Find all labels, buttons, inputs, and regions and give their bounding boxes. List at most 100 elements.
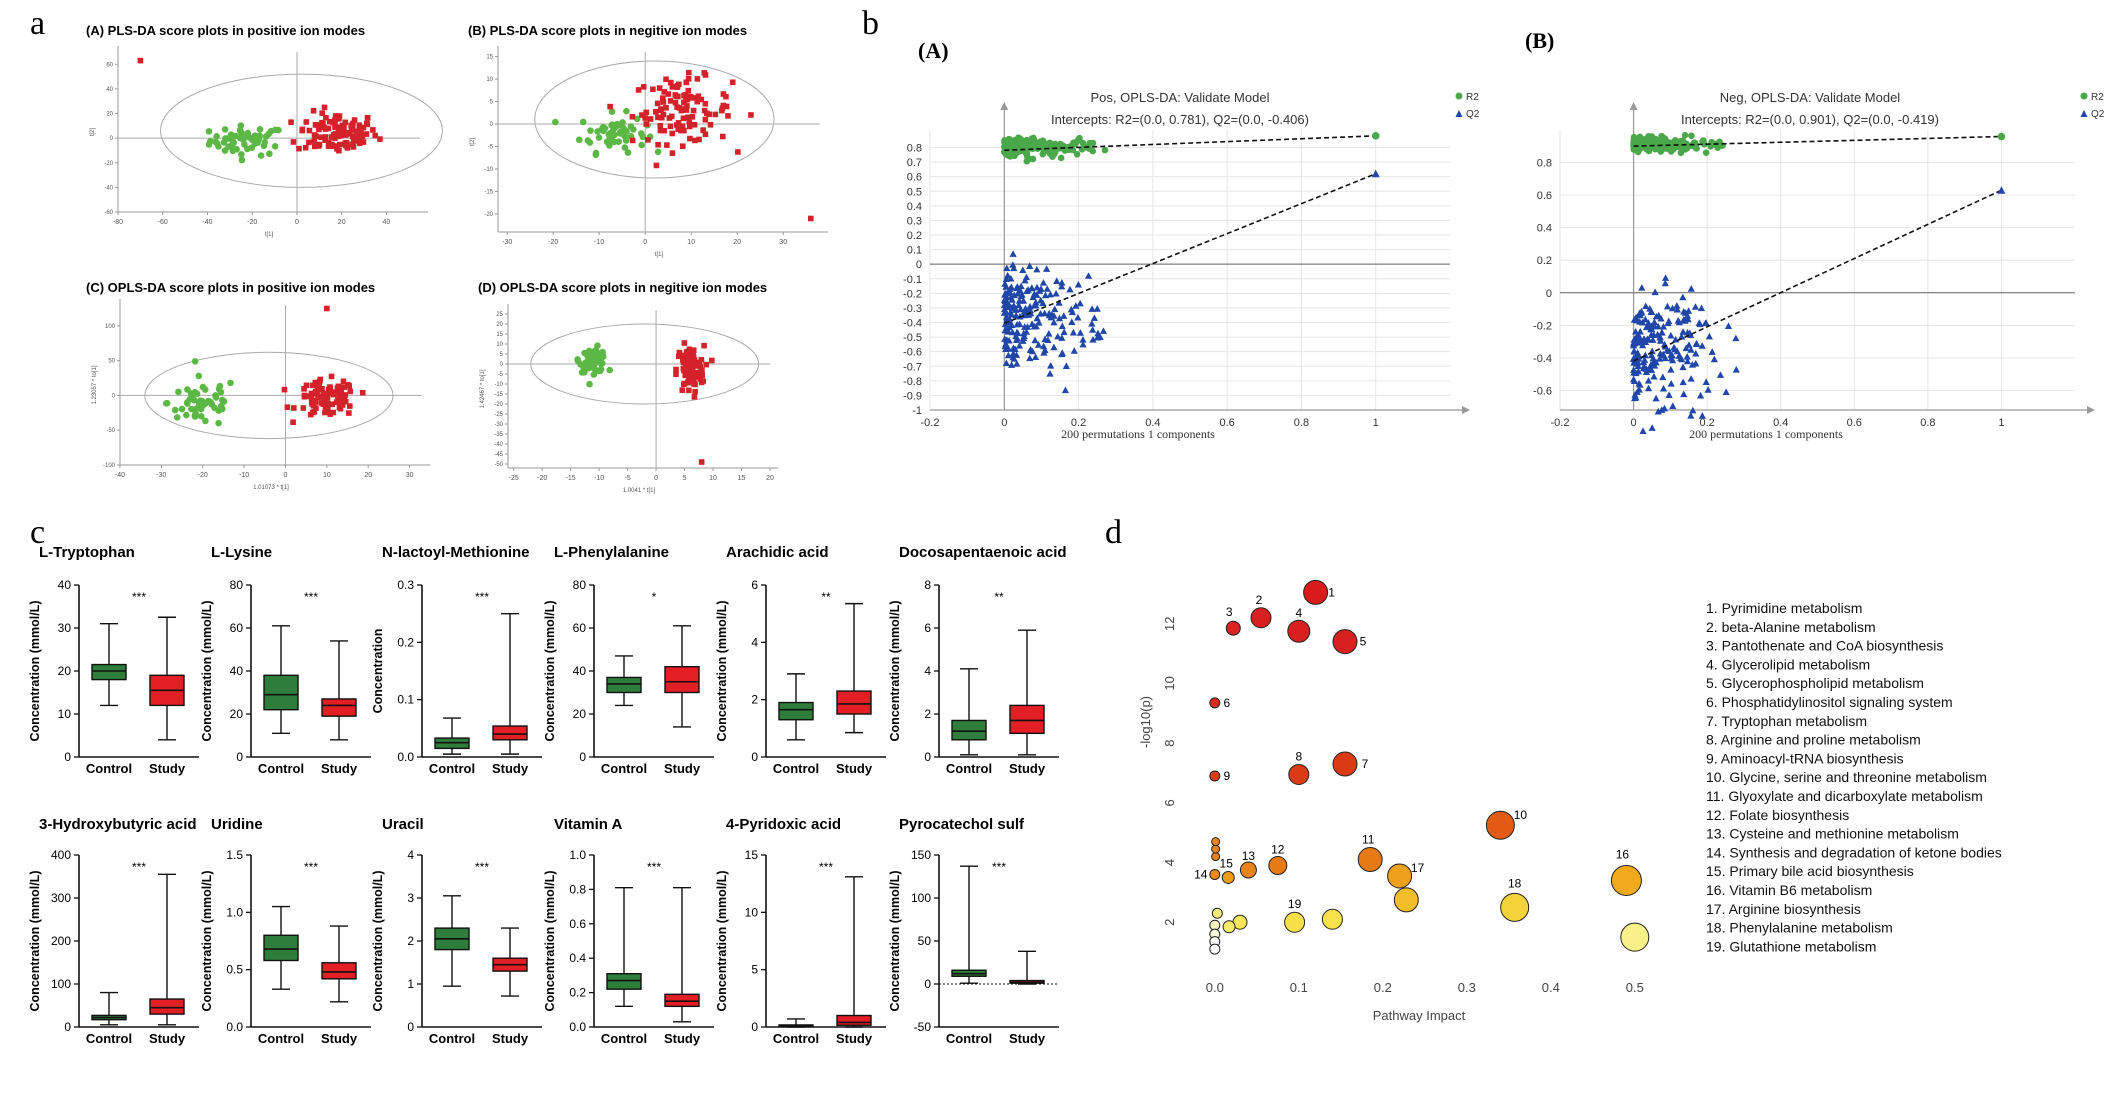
q2-permutation-point <box>1039 299 1047 307</box>
study-point <box>691 394 698 400</box>
study-point <box>700 378 706 384</box>
y-axis-arrow <box>1000 102 1009 110</box>
q2-permutation-point <box>1635 386 1643 393</box>
study-point <box>672 99 679 106</box>
study-point <box>299 126 306 133</box>
study-point <box>321 104 328 111</box>
q2-permutation-point <box>1072 302 1080 309</box>
pathway-bubble <box>1387 863 1413 889</box>
study-point <box>328 373 335 380</box>
q2-permutation-point <box>1035 319 1043 326</box>
study-point <box>673 366 679 373</box>
study-point <box>337 399 343 405</box>
y-tick-label: 0 <box>500 362 504 368</box>
y-tick-label: 400 <box>51 848 71 862</box>
group-label: Study <box>149 761 186 776</box>
y-tick-label: 2 <box>924 707 931 721</box>
x-axis-label: 200 permutations 1 components <box>1061 427 1215 441</box>
control-point <box>587 127 594 134</box>
q2-permutation-point <box>1669 356 1677 364</box>
study-point <box>319 110 325 117</box>
study-point <box>661 127 667 134</box>
r2-permutation-point <box>1693 145 1700 152</box>
significance-mark: * <box>652 590 657 604</box>
control-point <box>192 405 200 413</box>
pathway-bubble <box>1268 856 1288 876</box>
y-tick-label: 5 <box>500 352 504 358</box>
r2-permutation-point <box>1023 136 1030 144</box>
y-tick-label: 0.2 <box>397 635 414 649</box>
study-point <box>656 85 663 91</box>
q2-permutation-point <box>1003 264 1011 272</box>
q2-permutation-point <box>1093 333 1102 341</box>
study-point <box>325 125 332 132</box>
pathway-bubble <box>1332 629 1358 655</box>
control-point <box>171 406 179 414</box>
pathway-legend-item: 11. Glyoxylate and dicarboxylate metabol… <box>1706 788 1983 804</box>
study-point <box>284 404 291 410</box>
pathway-legend-item: 9. Aminoacyl-tRNA biosynthesis <box>1706 750 1904 766</box>
iqr-box <box>606 972 642 990</box>
study-point <box>317 376 324 383</box>
r2-permutation-point <box>1030 136 1037 144</box>
group-label: Control <box>258 1031 304 1046</box>
study-point <box>723 93 729 100</box>
q2-permutation-point <box>1634 367 1643 375</box>
pathway-bubble <box>1209 697 1221 709</box>
group-label: Control <box>946 761 992 776</box>
pathway-bubble <box>1393 887 1419 913</box>
pathway-legend-item: 7. Tryptophan metabolism <box>1706 713 1867 729</box>
q2-permutation-point <box>1079 336 1087 343</box>
y-tick-label: 40 <box>230 664 244 678</box>
r2-permutation-point <box>1086 139 1093 147</box>
study-point <box>659 95 666 101</box>
study-point <box>691 121 698 128</box>
q2-permutation-point <box>1010 301 1018 309</box>
box-plot-8: Uracil 0 1 2 3 4 Concentration (mmol/L) *** Cont… <box>371 816 542 1046</box>
y-tick-label: 0.0 <box>226 1020 243 1034</box>
q2-permutation-point <box>1651 288 1659 296</box>
q2-permutation-point <box>1004 351 1012 359</box>
pathway-bubble <box>1288 763 1310 785</box>
x-tick-label: 0.1 <box>1290 980 1308 995</box>
y-axis-label: 1.23057 * to[1] <box>92 365 98 404</box>
y-tick-label: 4 <box>1162 859 1177 866</box>
control-point <box>595 134 603 141</box>
control-box <box>778 1018 814 1028</box>
study-point <box>686 375 692 382</box>
study-point <box>344 144 351 150</box>
q2-permutation-point <box>1031 353 1040 360</box>
study-point <box>685 114 691 121</box>
y-tick-label: 0.4 <box>907 201 922 213</box>
box-plot-title: Uracil <box>382 816 424 833</box>
control-point <box>183 411 190 419</box>
q2-permutation-point <box>1067 305 1075 313</box>
study-box <box>664 886 700 1023</box>
study-point <box>370 127 376 133</box>
legend-r2-marker <box>2080 92 2088 100</box>
study-point <box>658 114 665 121</box>
q2-permutation-point <box>1653 330 1662 338</box>
r2-permutation-point <box>1025 155 1033 163</box>
q2-permutation-point <box>1658 351 1666 359</box>
q2-permutation-point <box>1716 371 1725 378</box>
control-point <box>638 141 645 149</box>
q2-permutation-point <box>1695 319 1703 326</box>
y-tick-label: 6 <box>1162 799 1177 806</box>
y-tick-label: 300 <box>51 891 71 905</box>
x-tick-label: 0 <box>654 475 658 482</box>
group-label: Study <box>664 761 701 776</box>
control-point <box>260 142 268 150</box>
score-plot-title: (B) PLS-DA score plots in negitive ion m… <box>468 23 747 38</box>
q2-permutation-point <box>1648 424 1656 431</box>
y-axis-label: Concentration (mmol/L) <box>28 601 42 742</box>
r2-permutation-point <box>1006 142 1014 149</box>
r2-permutation-point <box>1636 139 1644 147</box>
control-point <box>208 401 216 408</box>
study-point <box>330 391 337 398</box>
r2-permutation-point <box>1073 150 1081 158</box>
panel-b-permutation-plots: (A) Pos, OPLS-DA: Validate Model Intercept… <box>903 28 2105 441</box>
study-point <box>324 391 331 398</box>
study-point <box>341 394 348 401</box>
control-point <box>254 139 261 147</box>
